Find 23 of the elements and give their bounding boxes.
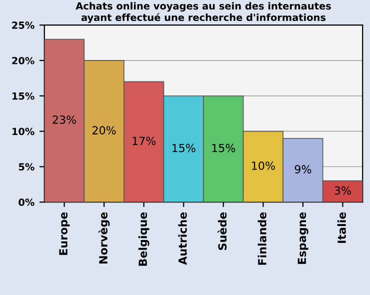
data-label: 20% <box>92 126 116 134</box>
x-tick-label: Autriche <box>178 212 187 265</box>
y-tick-label: 5% <box>18 163 34 171</box>
x-tick-label: Belgique <box>138 212 150 266</box>
y-tick-label: 20% <box>12 56 34 64</box>
data-label: 15% <box>212 144 236 152</box>
data-label: 3% <box>334 186 351 195</box>
data-label: 23% <box>52 115 76 124</box>
data-label: 17% <box>132 136 156 146</box>
y-tick-label: 0% <box>18 198 34 206</box>
x-tick-label: Suède <box>218 212 227 250</box>
x-tick-label: Italie <box>337 212 346 243</box>
y-tick-label: 25% <box>12 22 34 29</box>
x-tick-label: Espagne <box>298 212 308 264</box>
data-label: 9% <box>294 165 312 174</box>
x-tick-label: Norvège <box>98 212 110 264</box>
x-tick-label: Europe <box>59 212 70 255</box>
x-tick-label: Finlande <box>258 212 266 265</box>
data-label: 10% <box>252 161 275 170</box>
y-tick-label: 15% <box>12 92 34 100</box>
y-tick-label: 10% <box>12 128 34 136</box>
data-label: 15% <box>172 144 196 152</box>
chart-title: Achats online voyages au sein des internautes ayant effectué une recherche d'informations <box>76 2 331 24</box>
